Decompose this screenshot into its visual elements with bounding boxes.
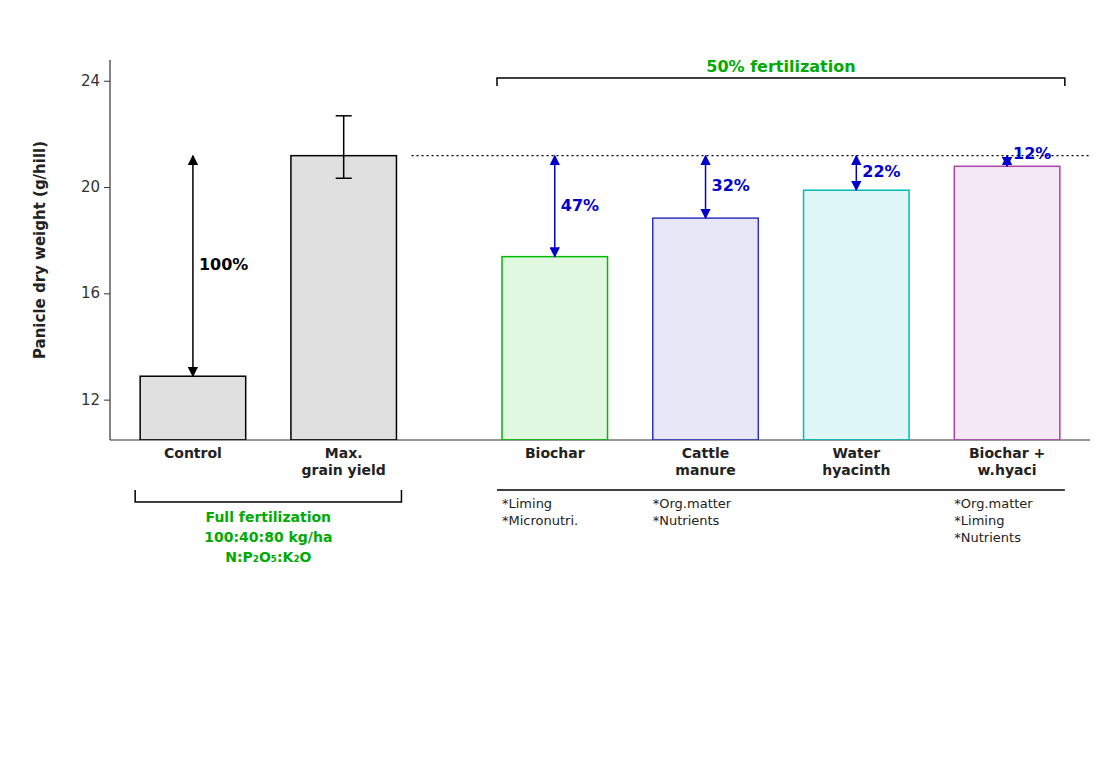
x-tick-label-line: hyacinth	[822, 462, 890, 478]
notes: *Liming *Micronutri. *Org.matter *Nutrients…	[497, 490, 1065, 545]
y-axis: 12 16 20 24	[81, 60, 1090, 440]
y-tick-label: 20	[81, 178, 100, 196]
x-tick-label: Biochar	[525, 445, 585, 461]
annotations: 100% 47% 32% 22% 12%	[193, 144, 1051, 376]
x-tick-label-line: Biochar +	[969, 445, 1045, 461]
x-axis: Control Max.grain yield Biochar Cattlemanur…	[164, 445, 1045, 478]
annotation-arrow	[192, 156, 194, 377]
group-label: 50% fertilization	[706, 57, 855, 76]
group-label: Full fertilization	[206, 509, 332, 525]
annotation-arrow	[856, 156, 858, 191]
annotation-label: 12%	[1013, 144, 1051, 163]
note: *Micronutri.	[502, 513, 578, 528]
group-bracket	[135, 490, 401, 502]
bar	[502, 257, 608, 440]
plot-area	[140, 116, 1090, 440]
x-tick-label-line: Biochar	[525, 445, 585, 461]
annotation-label: 22%	[862, 162, 900, 181]
group-bracket	[497, 78, 1065, 86]
y-tick-label: 16	[81, 284, 100, 302]
annotation-label: 100%	[199, 255, 248, 274]
annotation-arrow	[1006, 156, 1008, 167]
annotation-arrow	[705, 156, 707, 218]
y-tick-label: 12	[81, 391, 100, 409]
groups: Full fertilization 100:40:80 kg/ha N:P₂O₅:…	[135, 57, 1065, 565]
annotation-arrow	[554, 156, 556, 257]
reference-line	[412, 155, 1090, 156]
x-tick-label-line: manure	[675, 462, 735, 478]
y-tick	[104, 187, 110, 188]
error-bar	[336, 116, 352, 178]
x-tick-label-line: Cattle	[682, 445, 729, 461]
chart: 12 16 20 24 Panicle dry weight (g/hill) 100% 4…	[0, 0, 1119, 784]
error-bar-cap	[336, 178, 352, 180]
annotation-label: 32%	[712, 176, 750, 195]
note: *Nutrients	[653, 513, 720, 528]
y-axis-line	[109, 60, 110, 440]
group-label: 100:40:80 kg/ha	[204, 529, 332, 545]
x-tick-label-line: Water	[833, 445, 881, 461]
group-label: N:P₂O₅:K₂O	[225, 549, 311, 565]
x-tick-label-line: Max.	[325, 445, 363, 461]
y-axis-label: Panicle dry weight (g/hill)	[31, 141, 49, 359]
x-tick-label-line: Control	[164, 445, 222, 461]
error-bar-cap	[336, 115, 352, 117]
y-tick	[104, 400, 110, 401]
bar	[140, 376, 246, 440]
note: *Liming	[502, 496, 552, 511]
x-tick-label-line: w.hyaci	[978, 462, 1037, 478]
bar	[653, 218, 759, 440]
y-tick-label: 24	[81, 72, 100, 90]
y-tick	[104, 81, 110, 82]
bar	[804, 190, 910, 440]
x-tick-label: Waterhyacinth	[822, 445, 890, 478]
note: *Liming	[954, 513, 1004, 528]
bar	[291, 156, 397, 440]
y-tick	[104, 293, 110, 294]
x-tick-label: Cattlemanure	[675, 445, 735, 478]
bar	[954, 166, 1060, 440]
x-tick-label: Control	[164, 445, 222, 461]
x-tick-label-line: grain yield	[302, 462, 386, 478]
note: *Nutrients	[954, 530, 1021, 545]
error-bar-line	[343, 116, 345, 178]
note: *Org.matter	[653, 496, 732, 511]
notes-separator	[497, 489, 1065, 491]
x-tick-label: Max.grain yield	[302, 445, 386, 478]
x-tick-label: Biochar +w.hyaci	[969, 445, 1045, 478]
annotation-label: 47%	[561, 196, 599, 215]
note: *Org.matter	[954, 496, 1033, 511]
